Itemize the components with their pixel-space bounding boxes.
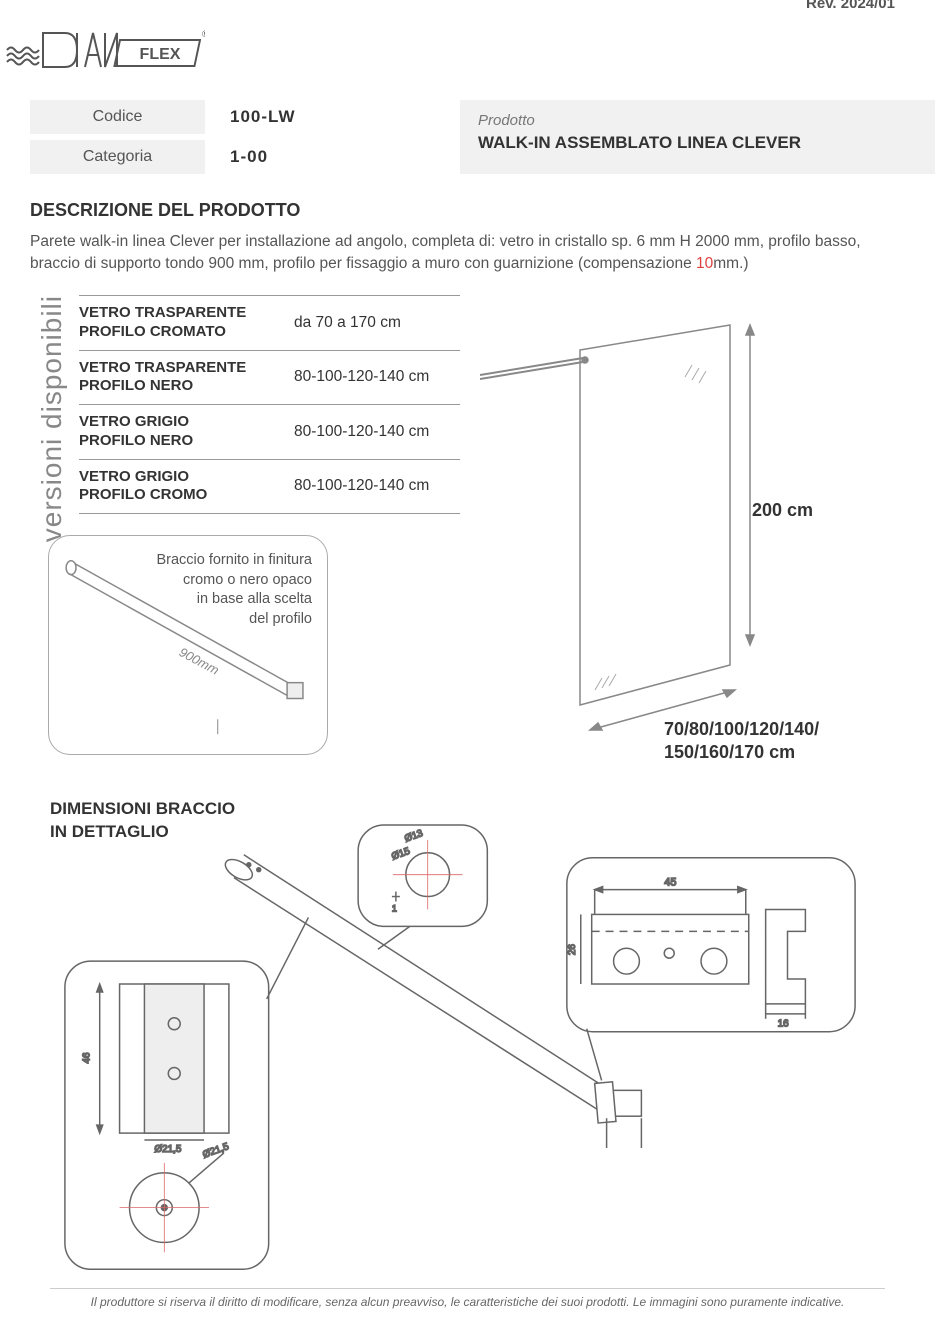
header-info: Codice 100-LW Categoria 1-00 Prodotto WA… — [30, 100, 935, 174]
version-row: VETRO TRASPARENTEPROFILO NERO 80-100-120… — [79, 351, 460, 406]
glass-width-label: 70/80/100/120/140/150/160/170 cm — [664, 718, 819, 765]
category-label: Categoria — [30, 140, 205, 174]
versions-side-label: versioni disponibili — [30, 295, 74, 542]
version-row: VETRO GRIGIOPROFILO CROMO 80-100-120-140… — [79, 460, 460, 515]
product-box: Prodotto WALK-IN ASSEMBLATO LINEA CLEVER — [460, 100, 935, 174]
versions-table: VETRO TRASPARENTEPROFILO CROMATO da 70 a… — [79, 295, 460, 542]
product-label: Prodotto — [478, 112, 917, 129]
arm-note-box: Braccio fornito in finitura cromo o nero… — [48, 535, 328, 755]
technical-diagram: Ø13 Ø15 1 46 Ø21,5 Ø21,5 — [50, 820, 875, 1280]
versions-section: versioni disponibili VETRO TRASPARENTEPR… — [30, 295, 460, 542]
description-title: DESCRIZIONE DEL PRODOTTO — [30, 200, 905, 221]
svg-text:16: 16 — [778, 1019, 790, 1030]
product-value: WALK-IN ASSEMBLATO LINEA CLEVER — [478, 133, 917, 153]
svg-text:®: ® — [202, 29, 205, 39]
footer-disclaimer: Il produttore si riserva il diritto di m… — [50, 1288, 885, 1309]
version-row: VETRO TRASPARENTEPROFILO CROMATO da 70 a… — [79, 295, 460, 351]
brand-logo: FLEX ® — [5, 25, 205, 75]
code-value: 100-LW — [205, 107, 296, 127]
svg-text:900mm: 900mm — [177, 644, 222, 678]
svg-text:Ø21,5: Ø21,5 — [154, 1144, 182, 1155]
svg-text:46: 46 — [82, 1052, 93, 1064]
svg-text:45: 45 — [664, 877, 676, 889]
code-label: Codice — [30, 100, 205, 134]
svg-text:1: 1 — [392, 903, 397, 913]
svg-text:FLEX: FLEX — [140, 46, 181, 63]
arm-note-text: Braccio fornito in finitura cromo o nero… — [156, 551, 312, 629]
description-section: DESCRIZIONE DEL PRODOTTO Parete walk-in … — [30, 200, 905, 274]
description-text: Parete walk-in linea Clever per installa… — [30, 231, 905, 274]
category-value: 1-00 — [205, 147, 268, 167]
version-row: VETRO GRIGIOPROFILO NERO 80-100-120-140 … — [79, 405, 460, 460]
glass-diagram — [480, 305, 900, 765]
revision-label: Rev. 2024/01 — [806, 0, 895, 12]
glass-height-label: 200 cm — [752, 500, 813, 521]
svg-text:26: 26 — [567, 944, 578, 956]
